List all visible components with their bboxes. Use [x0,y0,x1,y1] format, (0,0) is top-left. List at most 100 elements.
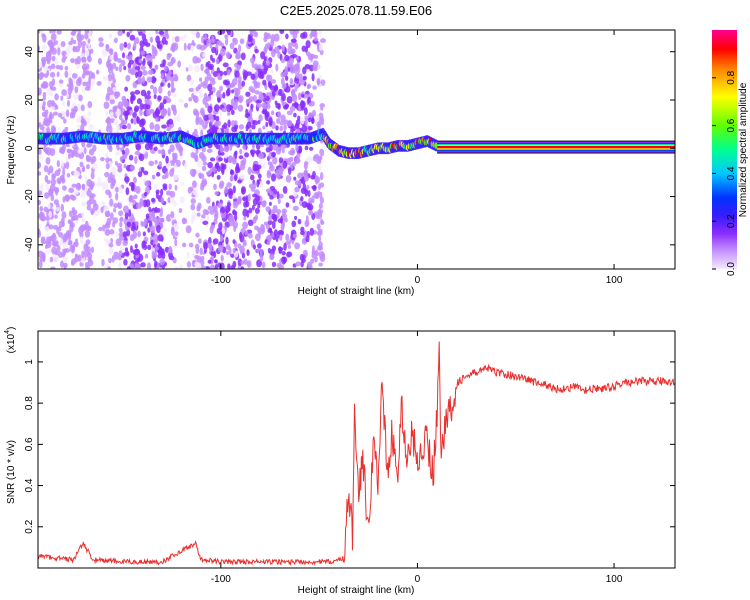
noise-speckle [232,239,236,244]
noise-speckle [282,210,286,218]
noise-speckle [134,155,138,165]
noise-speckle [107,266,111,269]
noise-speckle [233,225,237,233]
noise-speckle [252,79,257,85]
noise-speckle [44,109,49,115]
noise-speckle [74,254,80,263]
noise-speckle [113,105,117,113]
noise-speckle [113,119,119,126]
noise-speckle [82,63,88,72]
noise-speckle [251,124,256,130]
noise-speckle [278,157,284,164]
noise-speckle [185,225,192,234]
noise-speckle [141,240,147,249]
noise-speckle [81,56,87,64]
noise-speckle [74,86,79,94]
noise-speckle [294,242,301,250]
noise-speckle [61,89,68,96]
noise-speckle [186,261,192,268]
noise-speckle [141,33,147,41]
noise-speckle [203,114,209,122]
noise-speckle [167,90,171,97]
noise-speckle [107,86,112,94]
noise-speckle [134,243,138,249]
noise-speckle [263,221,268,226]
x-tick-label: -100 [211,275,231,286]
noise-speckle [274,86,278,92]
noise-speckle [211,126,217,135]
noise-speckle [267,220,273,226]
noise-speckle [154,160,158,165]
noise-speckle [144,180,151,187]
noise-speckle [197,83,202,90]
noise-speckle [53,40,59,45]
noise-speckle [123,41,128,48]
noise-speckle [51,55,56,62]
noise-speckle [145,42,151,48]
noise-speckle [286,95,293,104]
noise-speckle [225,127,229,135]
noise-speckle [219,48,226,57]
noise-speckle [300,196,304,202]
noise-speckle [60,41,66,48]
noise-speckle [288,150,293,156]
noise-speckle [230,253,235,258]
noise-speckle [131,93,135,100]
noise-speckle [246,121,252,129]
noise-speckle [38,72,44,81]
noise-speckle [303,169,309,178]
noise-speckle [118,227,123,233]
noise-speckle [240,266,245,269]
noise-speckle [53,240,59,245]
noise-speckle [196,160,203,168]
noise-speckle [267,240,271,246]
noise-speckle [318,262,324,267]
noise-speckle [167,118,174,125]
noise-speckle [72,46,77,53]
noise-speckle [148,160,155,167]
noise-speckle [87,259,94,267]
noise-speckle [61,211,67,219]
noise-speckle [123,164,127,169]
noise-speckle [127,42,131,50]
noise-speckle [184,162,188,170]
noise-speckle [266,180,271,185]
noise-speckle [155,30,159,35]
spectrogram-heatmap [38,30,675,269]
noise-speckle [62,242,67,249]
noise-speckle [120,59,126,67]
noise-speckle [38,61,42,70]
noise-speckle [86,80,91,90]
noise-speckle [300,230,305,236]
noise-speckle [73,105,78,113]
noise-speckle [247,166,252,175]
noise-speckle [64,65,69,71]
noise-speckle [169,195,175,204]
noise-speckle [122,231,128,238]
noise-speckle [265,95,270,102]
noise-speckle [107,73,113,82]
noise-speckle [158,161,163,168]
noise-speckle [232,185,236,194]
x-tick-label: 0 [415,574,421,585]
noise-speckle [275,102,281,109]
noise-speckle [155,191,159,200]
noise-speckle [61,57,66,63]
noise-speckle [178,98,184,103]
noise-speckle [57,126,61,134]
noise-speckle [239,173,245,179]
noise-speckle [61,50,67,56]
noise-speckle [88,148,95,156]
noise-speckle [100,206,104,214]
noise-speckle [146,94,151,100]
noise-speckle [314,114,320,123]
noise-speckle [254,90,260,95]
noise-speckle [145,199,151,208]
noise-speckle [97,57,103,65]
noise-speckle [76,56,82,65]
noise-speckle [125,250,130,257]
noise-speckle [243,70,249,79]
noise-speckle [135,143,142,151]
noise-speckle [118,250,123,257]
noise-speckle [223,145,230,153]
